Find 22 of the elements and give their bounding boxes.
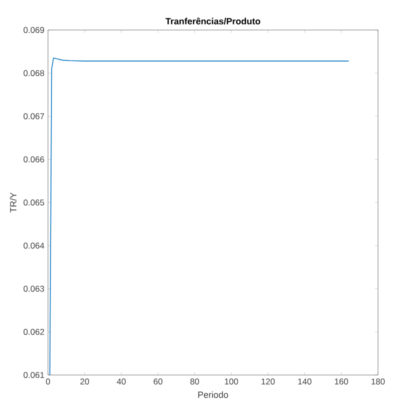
x-axis-title: Periodo	[198, 391, 228, 398]
x-tick-label: 20	[80, 378, 90, 385]
y-tick-label: 0.064	[24, 242, 44, 249]
y-axis-title: TR/Y	[10, 192, 16, 213]
x-tick-label: 180	[372, 378, 385, 385]
y-tick-label: 0.066	[24, 156, 44, 162]
x-tick-label: 140	[298, 378, 312, 385]
x-tick-label: 0	[46, 378, 50, 385]
x-tick-label: 80	[190, 378, 200, 385]
y-tick-label: 0.068	[24, 70, 44, 76]
y-tick-label: 0.062	[24, 328, 44, 335]
y-tick-label: 0.065	[24, 200, 44, 206]
y-tick-label: 0.063	[24, 286, 44, 292]
y-tick-label: 0.069	[24, 27, 44, 33]
x-tick-label: 120	[262, 378, 275, 385]
chart-title: Tranferências/Produto	[166, 18, 260, 24]
x-tick-label: 40	[116, 378, 126, 385]
y-tick-label: 0.067	[24, 113, 44, 120]
x-tick-label: 160	[334, 378, 348, 385]
y-tick-label: 0.061	[24, 372, 44, 378]
x-tick-label: 100	[224, 378, 238, 385]
x-tick-label: 60	[154, 378, 162, 385]
